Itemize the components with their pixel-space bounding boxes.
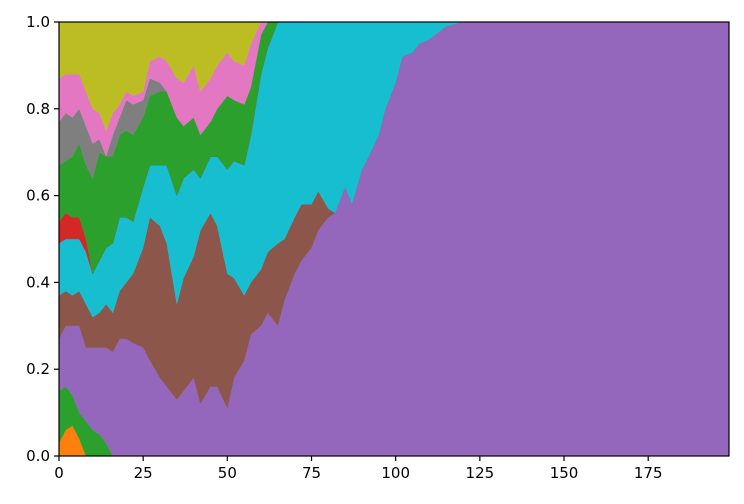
axes-layer: 0 25 50 75 100 125 150 175 0.0 0.2 0.4 0.6 0.8 1.0 [26,13,730,482]
y-tick-label: 0.6 [26,187,50,205]
x-tick-label: 125 [466,464,495,482]
x-tick-label: 25 [134,464,153,482]
x-tick-label: 175 [634,464,663,482]
area-series-layer [58,21,730,457]
x-tick-label: 150 [550,464,579,482]
plot-frame [58,21,730,457]
x-tick-label: 100 [381,464,410,482]
x-tick-label: 75 [302,464,321,482]
x-tick-label: 50 [218,464,237,482]
x-tick-label: 0 [54,464,64,482]
y-tick-label: 1.0 [26,13,50,31]
y-tick-label: 0.0 [26,447,50,465]
y-tick-label: 0.8 [26,100,50,118]
y-tick-label: 0.2 [26,360,50,378]
y-tick-label: 0.4 [26,273,50,291]
